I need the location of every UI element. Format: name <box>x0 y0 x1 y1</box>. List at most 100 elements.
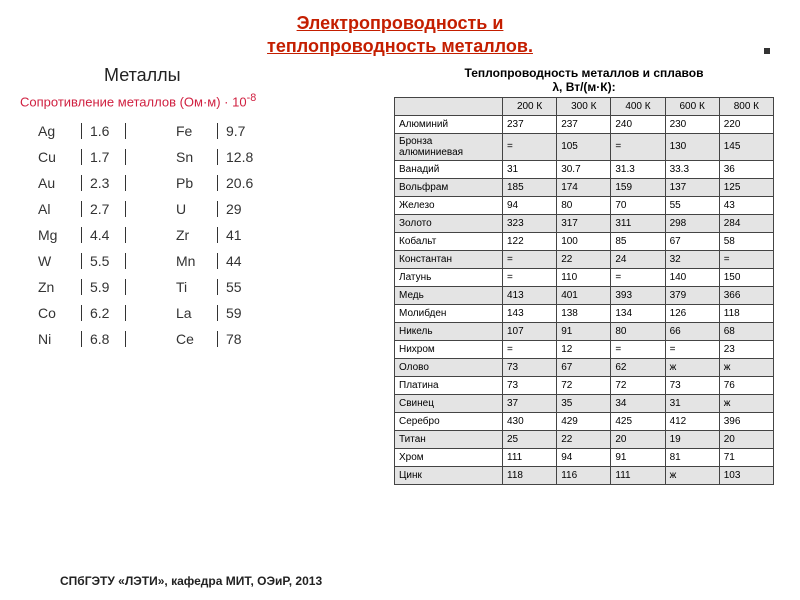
metal-symbol: Ni <box>38 331 82 347</box>
material-name: Серебро <box>395 412 503 430</box>
thermal-value: 35 <box>557 394 611 412</box>
table-header-temp: 300 К <box>557 97 611 115</box>
thermal-panel: Теплопроводность металлов и сплавов λ, В… <box>394 65 774 485</box>
table-row: Титан2522201920 <box>395 430 774 448</box>
metal-resistance: 5.9 <box>82 279 126 295</box>
material-name: Хром <box>395 448 503 466</box>
thermal-value: 43 <box>719 196 773 214</box>
table-body: Алюминий237237240230220Бронза алюминиева… <box>395 115 774 484</box>
table-row: Платина7372727376 <box>395 376 774 394</box>
thermal-value: 62 <box>611 358 665 376</box>
metal-symbol: Ti <box>176 279 218 295</box>
thermal-value: 103 <box>719 466 773 484</box>
metal-symbol: Zn <box>38 279 82 295</box>
metal-resistance: 55 <box>218 279 262 295</box>
thermal-value: 22 <box>557 250 611 268</box>
thermal-value: 401 <box>557 286 611 304</box>
table-header-blank <box>395 97 503 115</box>
thermal-table: 200 К300 К400 К600 К800 К Алюминий237237… <box>394 97 774 485</box>
metal-resistance: 20.6 <box>218 175 262 191</box>
metal-symbol: Sn <box>176 149 218 165</box>
thermal-value: 68 <box>719 322 773 340</box>
material-name: Бронза алюминиевая <box>395 133 503 160</box>
thermal-value: 20 <box>719 430 773 448</box>
thermal-value: = <box>503 340 557 358</box>
thermal-value: 396 <box>719 412 773 430</box>
metal-symbol: La <box>176 305 218 321</box>
material-name: Золото <box>395 214 503 232</box>
metal-resistance: 5.5 <box>82 253 126 269</box>
thermal-value: 73 <box>665 376 719 394</box>
material-name: Вольфрам <box>395 178 503 196</box>
material-name: Железо <box>395 196 503 214</box>
thermal-value: 230 <box>665 115 719 133</box>
table-row: Свинец37353431ж <box>395 394 774 412</box>
thermal-value: 150 <box>719 268 773 286</box>
thermal-value: 70 <box>611 196 665 214</box>
thermal-value: 116 <box>557 466 611 484</box>
thermal-value: 24 <box>611 250 665 268</box>
material-name: Константан <box>395 250 503 268</box>
table-row: Ванадий3130.731.333.336 <box>395 160 774 178</box>
thermal-value: 91 <box>611 448 665 466</box>
table-row: Олово736762жж <box>395 358 774 376</box>
table-row: Хром11194918171 <box>395 448 774 466</box>
thermal-value: 240 <box>611 115 665 133</box>
thermal-value: 25 <box>503 430 557 448</box>
material-name: Цинк <box>395 466 503 484</box>
table-row: Цинк118116111ж103 <box>395 466 774 484</box>
thermal-value: 413 <box>503 286 557 304</box>
thermal-value: 66 <box>665 322 719 340</box>
thermal-value: 137 <box>665 178 719 196</box>
resistance-columns: Ag1.6Cu1.7Au2.3Al2.7Mg4.4W5.5Zn5.9Co6.2N… <box>38 123 384 347</box>
table-row: Никель10791806668 <box>395 322 774 340</box>
thermal-value: 32 <box>665 250 719 268</box>
table-header-temp: 600 К <box>665 97 719 115</box>
thermal-value: 143 <box>503 304 557 322</box>
thermal-value: = <box>665 340 719 358</box>
table-header-temp: 400 К <box>611 97 665 115</box>
metal-symbol: Zr <box>176 227 218 243</box>
metal-resistance: 78 <box>218 331 262 347</box>
thermal-value: 31 <box>503 160 557 178</box>
thermal-value: ж <box>665 466 719 484</box>
thermal-value: ж <box>665 358 719 376</box>
table-row: Железо9480705543 <box>395 196 774 214</box>
table-row: Серебро430429425412396 <box>395 412 774 430</box>
thermal-value: 37 <box>503 394 557 412</box>
thermal-value: 36 <box>719 160 773 178</box>
table-row: Константан=222432= <box>395 250 774 268</box>
thermal-value: 12 <box>557 340 611 358</box>
thermal-value: 118 <box>719 304 773 322</box>
page-title: Электропроводность и теплопроводность ме… <box>0 0 800 57</box>
table-row: Латунь=110=140150 <box>395 268 774 286</box>
thermal-title: Теплопроводность металлов и сплавов λ, В… <box>394 67 774 95</box>
thermal-value: 33.3 <box>665 160 719 178</box>
thermal-value: 323 <box>503 214 557 232</box>
material-name: Нихром <box>395 340 503 358</box>
metal-resistance: 1.6 <box>82 123 126 139</box>
thermal-value: 110 <box>557 268 611 286</box>
metal-resistance: 44 <box>218 253 262 269</box>
material-name: Свинец <box>395 394 503 412</box>
thermal-value: = <box>503 268 557 286</box>
metal-resistance: 2.3 <box>82 175 126 191</box>
thermal-value: 130 <box>665 133 719 160</box>
metal-symbol: Fe <box>176 123 218 139</box>
title-line-1: Электропроводность и <box>297 13 504 33</box>
thermal-value: 134 <box>611 304 665 322</box>
thermal-value: 91 <box>557 322 611 340</box>
thermal-value: 94 <box>503 196 557 214</box>
metal-symbol: Al <box>38 201 82 217</box>
thermal-value: 72 <box>557 376 611 394</box>
thermal-value: = <box>719 250 773 268</box>
thermal-value: 55 <box>665 196 719 214</box>
material-name: Молибден <box>395 304 503 322</box>
thermal-value: 31.3 <box>611 160 665 178</box>
metal-symbol: Cu <box>38 149 82 165</box>
table-row: Вольфрам185174159137125 <box>395 178 774 196</box>
thermal-value: 412 <box>665 412 719 430</box>
material-name: Олово <box>395 358 503 376</box>
thermal-value: 393 <box>611 286 665 304</box>
thermal-value: 22 <box>557 430 611 448</box>
